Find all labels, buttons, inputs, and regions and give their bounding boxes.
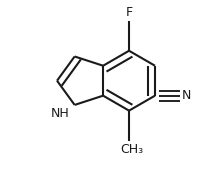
Text: F: F [126,6,132,19]
Text: CH₃: CH₃ [120,143,143,156]
Text: NH: NH [51,107,70,120]
Text: N: N [182,89,191,102]
